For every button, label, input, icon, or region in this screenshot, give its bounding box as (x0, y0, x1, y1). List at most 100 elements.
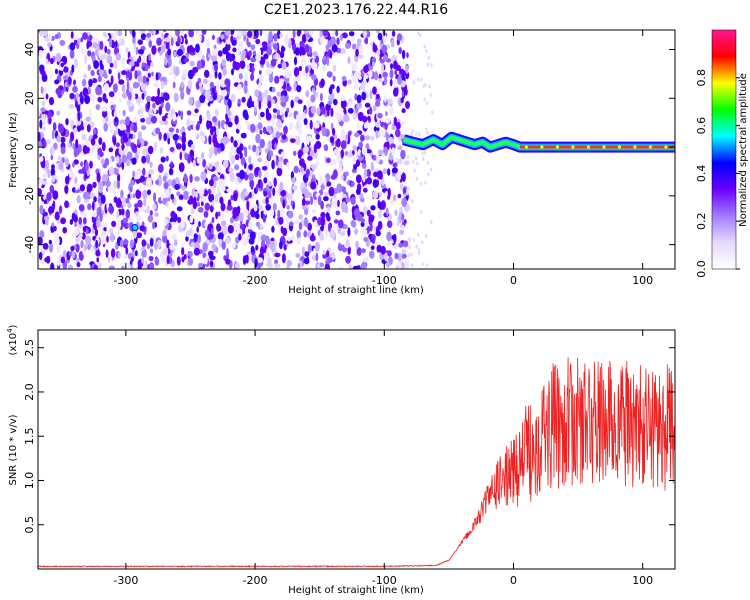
spectrogram-noise-cell (418, 132, 421, 137)
spectrogram-noise-cell (185, 38, 188, 45)
spectrogram-noise-cell (427, 55, 431, 60)
spectrogram-noise-cell (297, 150, 304, 157)
spectrogram-noise-cell (354, 93, 358, 101)
spectrogram-noise-cell (315, 160, 320, 169)
spectrogram-noise-cell (267, 150, 271, 161)
spectrogram-noise-cell (234, 164, 240, 171)
spectrogram-noise-cell (335, 149, 340, 157)
spectrogram-noise-cell (80, 37, 83, 43)
spectrogram-noise-cell (393, 116, 397, 127)
spectrogram-noise-cell (226, 188, 233, 193)
spectrogram-noise-cell (224, 30, 231, 36)
spectrogram-noise-cell (353, 83, 359, 91)
spectrogram-noise-cell (293, 165, 299, 174)
spectrogram-noise-cell (108, 157, 112, 165)
spectrogram-noise-cell (248, 220, 253, 230)
spectrogram-noise-cell (417, 31, 420, 36)
spectrogram-noise-cell (208, 135, 212, 145)
spectrogram-noise-cell (121, 196, 127, 207)
spectrogram-noise-cell (301, 187, 308, 195)
spectrogram-noise-cell (188, 30, 194, 38)
spectrogram-noise-cell (218, 72, 222, 80)
spectrogram-noise-cell (92, 222, 98, 231)
spectrogram-noise-cell (170, 210, 176, 219)
spectrogram-noise-cell (81, 134, 87, 140)
ridge-core-marker (586, 145, 591, 149)
spectrogram-noise-cell (115, 142, 120, 148)
spectrogram-noise-cell (102, 173, 109, 182)
spectrogram-noise-cell (221, 241, 226, 250)
spectrogram-noise-cell (76, 104, 81, 113)
spectrogram-noise-cell (213, 63, 219, 72)
spectrogram-noise-cell (83, 191, 90, 200)
spectrogram-noise-cell (306, 168, 310, 175)
spectrogram-noise-cell (62, 75, 69, 81)
spectrogram-noise-cell (113, 180, 118, 189)
spectrogram-noise-cell (352, 145, 357, 151)
spectrogram-noise-cell (270, 58, 277, 67)
spectrogram-noise-cell (189, 149, 195, 159)
spectrogram-noise-cell (327, 100, 333, 106)
spectrogram-noise-cell (189, 174, 193, 183)
spectrogram-noise-cell (275, 219, 279, 226)
spectrogram-noise-cell (375, 100, 381, 107)
spectrogram-noise-cell (146, 32, 152, 38)
spectrogram-noise-cell (411, 129, 414, 134)
spectrogram-noise-cell (108, 205, 115, 214)
spectrogram-noise-cell (40, 107, 46, 113)
spectrogram-noise-cell (41, 180, 48, 185)
spectrogram-noise-cell (87, 50, 92, 57)
spectrogram-noise-cell (363, 74, 369, 79)
spectrogram-noise-cell (368, 106, 373, 115)
y-tick-label: 40 (23, 43, 36, 57)
spectrogram-noise-cell (430, 220, 433, 225)
spectrogram-noise-cell (417, 251, 421, 256)
spectrogram-y-label: Frequency (Hz) (8, 112, 19, 188)
spectrogram-noise-cell (53, 142, 58, 150)
spectrogram-noise-cell (293, 56, 298, 66)
spectrogram-noise-cell (136, 215, 142, 222)
spectrogram-noise-cell (88, 34, 93, 41)
spectrogram-noise-cell (325, 203, 332, 209)
spectrogram-noise-cell (203, 210, 209, 218)
spectrogram-noise-cell (121, 265, 125, 269)
spectrogram-noise-cell (89, 192, 95, 199)
spectrogram-noise-cell (218, 136, 221, 143)
spectrogram-noise-cell (406, 52, 409, 59)
spectrogram-noise-cell (398, 261, 402, 269)
spectrogram-noise-cell (186, 229, 190, 238)
spectrogram-noise-cell (377, 149, 384, 156)
spectrogram-noise-cell (170, 233, 177, 241)
spectrogram-noise-cell (341, 32, 348, 39)
spectrogram-noise-cell (109, 127, 115, 133)
spectrogram-noise-cell (426, 62, 430, 67)
spectrogram-noise-cell (183, 194, 189, 200)
spectrogram-noise-cell (354, 71, 359, 79)
spectrogram-noise-cell (224, 78, 230, 86)
spectrogram-noise-cell (363, 229, 368, 236)
spectrogram-noise-cell (101, 53, 107, 60)
spectrogram-noise-cell (292, 185, 298, 191)
spectrogram-noise-cell (179, 151, 183, 161)
spectrogram-noise-cell (250, 123, 256, 133)
spectrogram-noise-cell (45, 159, 50, 170)
spectrogram-noise-cell (424, 234, 428, 238)
spectrogram-noise-cell (406, 191, 409, 196)
spectrogram-noise-cell (165, 102, 171, 112)
spectrogram-noise-cell (82, 217, 87, 225)
spectrogram-noise-cell (340, 175, 344, 180)
spectrogram-noise-cell (265, 196, 269, 205)
spectrogram-noise-cell (218, 178, 225, 187)
spectrogram-noise-cell (139, 113, 145, 119)
spectrogram-noise-cell (287, 210, 294, 219)
spectrogram-noise-cell (300, 111, 306, 122)
spectrogram-noise-cell (149, 248, 154, 254)
spectrogram-noise-cell (335, 30, 339, 37)
spectrogram-noise-cell (56, 245, 61, 254)
spectrogram-noise-cell (399, 229, 404, 235)
spectrogram-noise-cell (247, 63, 250, 72)
spectrogram-noise-cell (154, 95, 161, 106)
spectrogram-noise-cell (380, 200, 386, 210)
spectrogram-noise-cell (328, 186, 335, 197)
spectrogram-noise-cell (340, 201, 347, 212)
